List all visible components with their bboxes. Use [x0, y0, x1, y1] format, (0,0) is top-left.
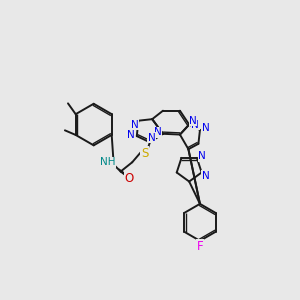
Text: N: N: [189, 116, 197, 126]
Text: N: N: [130, 119, 138, 130]
Text: N: N: [202, 171, 209, 181]
Text: N: N: [127, 130, 134, 140]
Text: N: N: [202, 123, 210, 134]
Text: N: N: [154, 127, 161, 137]
Text: S: S: [141, 146, 148, 160]
Text: F: F: [196, 240, 203, 253]
Text: N: N: [148, 133, 155, 142]
Text: NH: NH: [100, 157, 115, 167]
Text: O: O: [124, 172, 134, 185]
Text: N: N: [191, 119, 199, 130]
Text: N: N: [198, 151, 206, 161]
